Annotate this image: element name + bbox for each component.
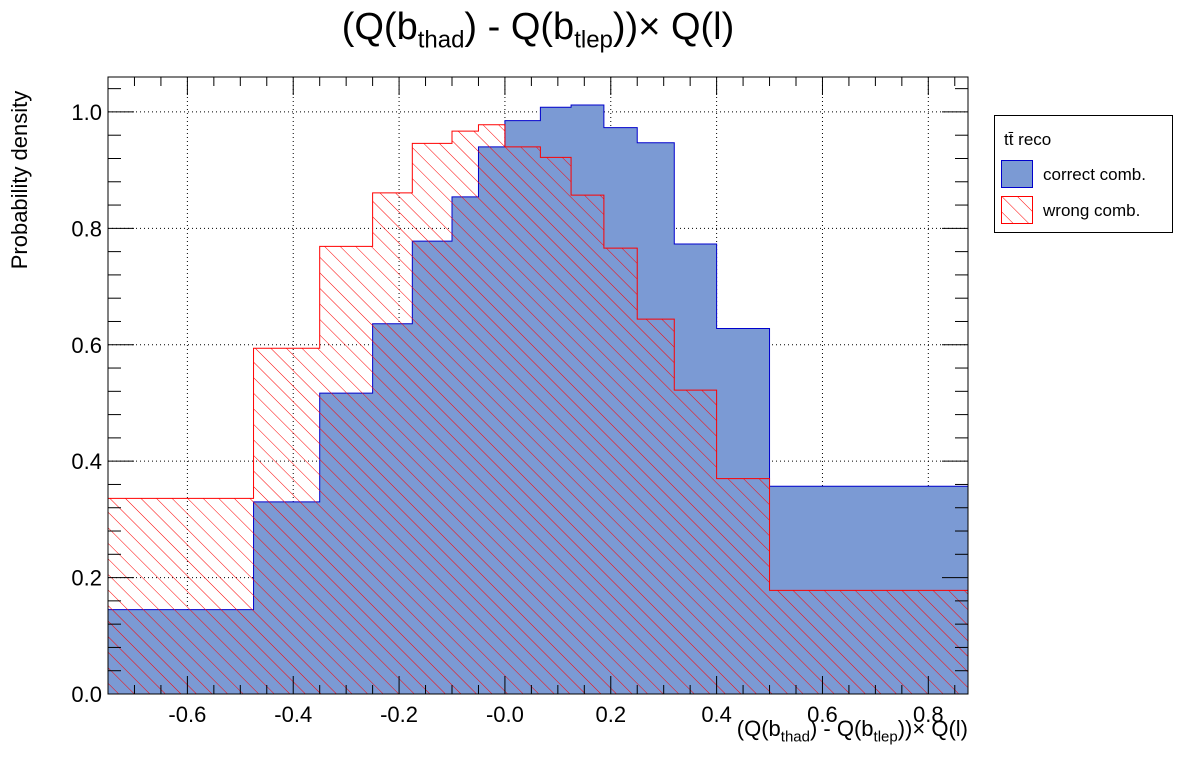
y-tick-label-0: 0.0 [71,682,102,707]
x-tick-label-3: -0.0 [486,702,524,727]
x-tick-label-1: -0.4 [274,702,312,727]
histogram-bars [107,104,969,695]
legend: tt̄ reco correct comb. wrong comb. [994,115,1173,233]
plot-border [107,76,969,695]
x-axis-label: (Q(bthad) - Q(btlep))× Q(l) [736,716,968,746]
chart-title: (Q(bthad) - Q(btlep))× Q(l) [341,6,735,54]
legend-title: tt̄ reco [1004,130,1052,149]
y-axis-label: Probability density [7,90,32,270]
legend-swatch-wrong [1001,196,1033,224]
x-tick-label-5: 0.4 [701,702,732,727]
legend-label-wrong: wrong comb. [1043,201,1141,220]
x-tick-label-0: -0.6 [168,702,206,727]
legend-swatch-correct [1001,160,1033,188]
y-tick-label-1: 0.2 [71,566,102,591]
y-tick-label-5: 1.0 [71,100,102,125]
x-tick-label-6: 0.6 [807,702,838,727]
tick-labels: -0.6 -0.4 -0.2 -0.0 0.2 0.4 0.6 0.8 0.0 0.2 0.4 0.6… [71,100,943,727]
legend-item-correct: correct comb. [1001,160,1171,190]
legend-item-wrong: wrong comb. [1001,196,1171,226]
x-tick-label-4: 0.2 [595,702,626,727]
x-tick-label-7: 0.8 [913,702,944,727]
series-wrong-comb-outline [107,124,969,695]
axis-ticks [107,77,968,695]
y-tick-label-3: 0.6 [71,333,102,358]
y-tick-label-4: 0.8 [71,216,102,241]
series-wrong-comb-hatch [108,124,968,695]
y-tick-label-2: 0.4 [71,449,102,474]
legend-label-correct: correct comb. [1043,165,1146,184]
x-tick-label-2: -0.2 [380,702,418,727]
plot-frame [107,76,969,695]
